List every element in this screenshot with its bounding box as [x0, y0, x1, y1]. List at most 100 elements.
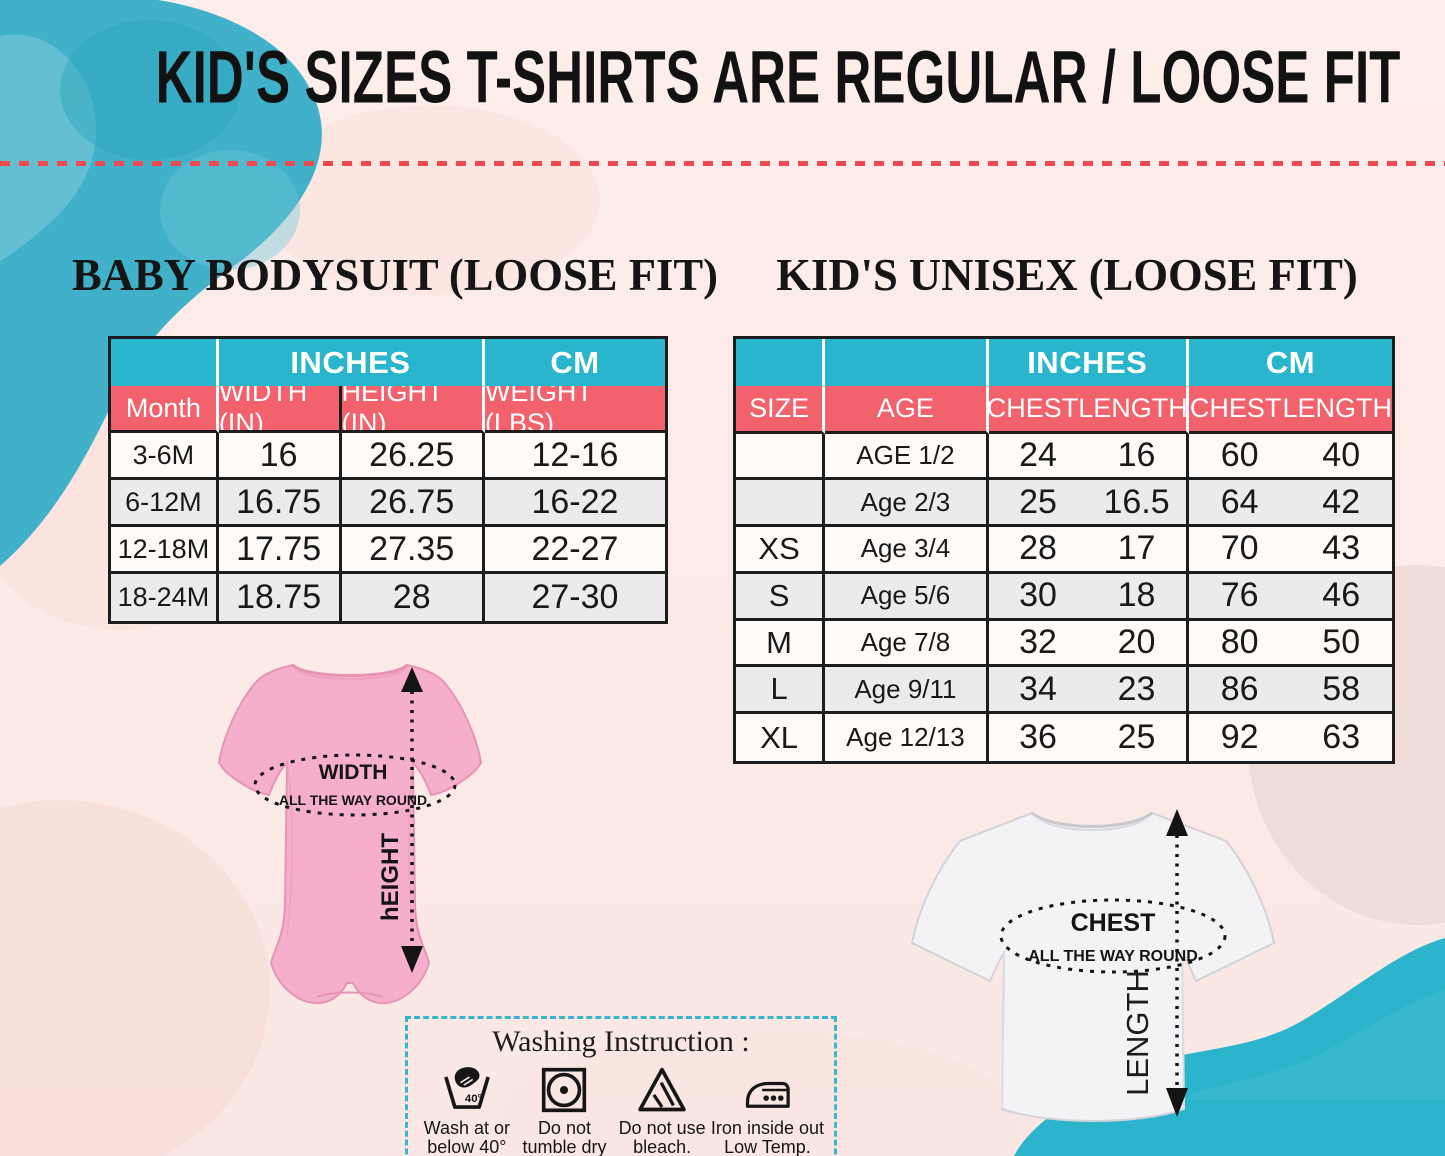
table-header-cm: CM — [484, 339, 665, 386]
table-cell: AGE 1/2 — [825, 433, 989, 481]
bodysuit-illustration — [217, 663, 483, 1005]
svg-text:40°: 40° — [465, 1093, 483, 1105]
height-label: hEIGHT — [377, 833, 404, 921]
column-header-chest-length-in: CHEST LENGTH — [988, 386, 1189, 434]
table-cell: 86 58 — [1188, 667, 1392, 715]
table-cell: 36 25 — [988, 714, 1189, 761]
peach-wash-patch — [500, 1030, 1020, 1156]
table-cell: 24 16 — [988, 433, 1189, 481]
table-cell: 12-18M — [111, 527, 219, 574]
teal-blob-shade — [60, 20, 240, 160]
wash-caption: Wash at or below 40° — [423, 1118, 510, 1156]
peach-wash-patch — [0, 800, 270, 1156]
arrowhead-up-icon — [401, 667, 423, 692]
table-cell: 3-6M — [111, 433, 219, 480]
table-cell: 92 63 — [1188, 714, 1392, 761]
table-header-blank — [825, 339, 989, 387]
teal-blob-highlight — [0, 34, 97, 262]
iron-inside-out-icon — [746, 1081, 791, 1108]
table-cell: L — [736, 667, 826, 715]
table-cell: XS — [736, 527, 826, 574]
baby-bodysuit-size-table: INCHES CM Month WIDTH (IN) HEIGHT (IN) W… — [108, 336, 668, 624]
table-header-blank — [736, 339, 826, 387]
table-cell: M — [736, 620, 826, 668]
width-sublabel: ALL THE WAY ROUND — [279, 792, 427, 808]
teal-wave-highlight — [1180, 990, 1445, 1100]
table-cell: XL — [736, 714, 826, 761]
do-not-bleach-icon — [638, 1067, 686, 1112]
table-cell: Age 2/3 — [825, 480, 989, 528]
width-measure-ellipse — [253, 753, 457, 817]
bodysuit-neckline — [291, 663, 409, 677]
table-cell: Age 5/6 — [825, 573, 989, 621]
table-cell: 17.75 — [218, 527, 342, 574]
wash-item-no-bleach: Do not use bleach. — [613, 1064, 711, 1156]
washing-instruction-box: Washing Instruction : 40° Wash at or bel… — [405, 1016, 837, 1156]
column-header-width: WIDTH (IN) — [218, 386, 342, 433]
column-header-month: Month — [111, 386, 219, 433]
hand-wash-40-icon: 40° — [443, 1067, 490, 1109]
column-header-height: HEIGHT (IN) — [341, 386, 485, 433]
table-header-cm: CM — [1188, 339, 1392, 387]
wash-caption: Iron inside out Low Temp. — [710, 1118, 824, 1156]
table-cell: 34 23 — [988, 667, 1189, 715]
page-title: KID'S SIZES T-SHIRTS ARE REGULAR / LOOSE… — [155, 35, 1401, 119]
bodysuit-fold — [407, 762, 414, 936]
column-header-weight: WEIGHT (LBS) — [484, 386, 665, 433]
width-label: WIDTH — [319, 761, 388, 784]
table-cell: 70 43 — [1188, 527, 1392, 574]
table-cell: 28 — [341, 574, 485, 621]
table-cell: S — [736, 573, 826, 621]
pink-wash-patch — [260, 105, 600, 295]
baby-bodysuit-section-title: BABY BODYSUIT (LOOSE FIT) — [72, 249, 718, 300]
table-cell: 27.35 — [341, 527, 485, 574]
table-cell: 30 18 — [988, 573, 1189, 621]
table-cell: Age 7/8 — [825, 620, 989, 668]
table-cell: 22-27 — [484, 527, 665, 574]
table-cell: 76 46 — [1188, 573, 1392, 621]
washing-instruction-title: Washing Instruction : — [492, 1025, 750, 1058]
table-cell: 60 40 — [1188, 433, 1392, 481]
arrowhead-down-icon — [1166, 1088, 1188, 1117]
tshirt-collar-band — [1037, 817, 1147, 831]
kids-tshirt-measure-diagram: CHEST ALL THE WAY ROUND LENGTH — [910, 809, 1276, 1122]
tshirt-illustration — [910, 811, 1276, 1122]
arrowhead-down-icon — [401, 946, 423, 973]
table-cell: 80 50 — [1188, 620, 1392, 668]
bodysuit-neckband — [296, 669, 404, 680]
wash-item-no-tumble-dry: Do not tumble dry — [516, 1064, 614, 1156]
tshirt-fold — [1001, 952, 1005, 1110]
wash-item-iron-low: Iron inside out Low Temp. — [711, 1064, 824, 1156]
table-cell: 26.75 — [341, 480, 485, 527]
table-header-blank — [111, 339, 219, 386]
table-cell: 16 — [218, 433, 342, 480]
chest-label: CHEST — [1071, 909, 1156, 937]
wash-caption: Do not use bleach. — [618, 1118, 706, 1156]
table-cell: 28 17 — [988, 527, 1189, 574]
table-cell: 18.75 — [218, 574, 342, 621]
table-cell: Age 3/4 — [825, 527, 989, 574]
column-header-chest-length-cm: CHEST LENGTH — [1188, 386, 1392, 434]
tshirt-collar — [1031, 811, 1153, 828]
wash-caption: Do not tumble dry — [522, 1118, 607, 1156]
column-header-age: AGE — [825, 386, 989, 434]
column-header-size: SIZE — [736, 386, 826, 434]
table-cell: 32 20 — [988, 620, 1189, 668]
table-cell: 16-22 — [484, 480, 665, 527]
table-cell: 25 16.5 — [988, 480, 1189, 528]
wash-item-hand-wash: 40° Wash at or below 40° — [418, 1064, 516, 1156]
kids-unisex-size-table: INCHES CM SIZE AGE CHEST LENGTH CHEST LE… — [733, 336, 1395, 764]
red-dotted-divider — [0, 161, 1445, 166]
table-cell — [736, 433, 826, 481]
table-header-inches: INCHES — [988, 339, 1189, 387]
table-cell — [736, 480, 826, 528]
chest-sublabel: ALL THE WAY ROUND — [1028, 948, 1198, 965]
bodysuit-crotch-seam — [316, 991, 384, 998]
bodysuit-fold — [286, 762, 294, 936]
table-cell: 27-30 — [484, 574, 665, 621]
do-not-tumble-dry-icon — [542, 1067, 587, 1113]
length-label: LENGTH — [1120, 970, 1155, 1096]
table-cell: Age 9/11 — [825, 667, 989, 715]
table-cell: 18-24M — [111, 574, 219, 621]
